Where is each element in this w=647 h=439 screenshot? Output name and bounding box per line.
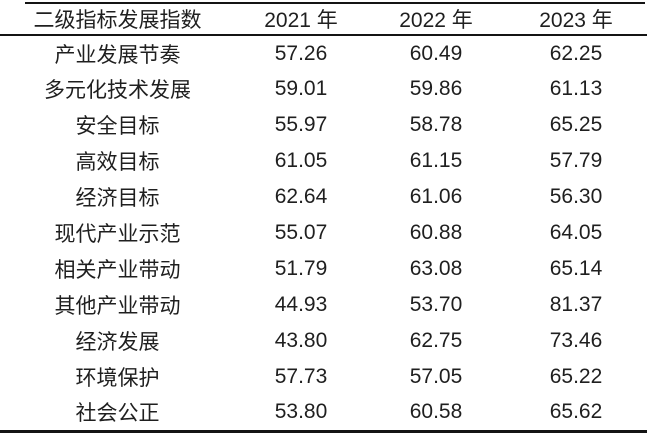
table-top-rule (25, 2, 645, 4)
value-cell: 73.46 (549, 329, 603, 352)
value-cell: 57.79 (549, 149, 603, 172)
value-cell: 59.01 (274, 77, 328, 100)
value-cell: 63.08 (409, 257, 463, 280)
year-column-header-2022: 2022 年 (367, 4, 505, 36)
value-cell: 57.26 (274, 41, 328, 65)
indicator-label-cell: 产业发展节奏 (54, 43, 181, 67)
indicator-label-cell: 多元化技术发展 (44, 79, 191, 102)
value-cell: 59.86 (409, 77, 463, 100)
table-row: 经济目标 62.64 61.06 56.30 (0, 179, 647, 215)
table-row: 产业发展节奏 57.26 60.49 62.25 (0, 35, 647, 71)
indicator-column-header: 二级指标发展指数 (0, 4, 235, 36)
value-cell: 65.25 (549, 113, 603, 136)
value-cell: 55.97 (274, 113, 328, 136)
table-row: 其他产业带动 44.93 53.70 81.37 (0, 287, 647, 323)
indicator-label-cell: 经济目标 (75, 187, 160, 210)
value-cell: 62.25 (549, 41, 603, 65)
indicator-data-table: 二级指标发展指数 2021 年 2022 年 2023 年 产业发展节奏 57.… (0, 4, 647, 433)
table-row: 现代产业示范 55.07 60.88 64.05 (0, 215, 647, 251)
table-row: 多元化技术发展 59.01 59.86 61.13 (0, 71, 647, 107)
value-cell: 60.88 (409, 221, 463, 244)
value-cell: 44.93 (274, 293, 328, 316)
indicator-label-cell: 相关产业带动 (54, 259, 181, 282)
table-row: 安全目标 55.97 58.78 65.25 (0, 107, 647, 143)
value-cell: 55.07 (274, 221, 328, 244)
year-column-header-2023: 2023 年 (505, 4, 647, 36)
value-cell: 53.80 (274, 400, 328, 424)
table-row: 相关产业带动 51.79 63.08 65.14 (0, 251, 647, 287)
value-cell: 60.49 (409, 41, 463, 65)
value-cell: 57.05 (409, 365, 463, 388)
table-row: 经济发展 43.80 62.75 73.46 (0, 323, 647, 359)
value-cell: 62.64 (274, 185, 328, 208)
indicator-label-cell: 高效目标 (75, 151, 160, 174)
value-cell: 81.37 (549, 293, 603, 316)
value-cell: 62.75 (409, 329, 463, 352)
value-cell: 53.70 (409, 293, 463, 316)
value-cell: 65.22 (549, 365, 603, 388)
value-cell: 64.05 (549, 221, 603, 244)
indicator-label-cell: 社会公正 (75, 402, 160, 426)
value-cell: 61.13 (549, 77, 603, 100)
value-cell: 61.05 (274, 149, 328, 172)
value-cell: 56.30 (549, 185, 603, 208)
table-row: 环境保护 57.73 57.05 65.22 (0, 359, 647, 395)
value-cell: 58.78 (409, 113, 463, 136)
table-row: 高效目标 61.05 61.15 57.79 (0, 143, 647, 179)
value-cell: 57.73 (274, 365, 328, 388)
indicator-label-cell: 现代产业示范 (54, 223, 181, 246)
indicator-label-cell: 环境保护 (75, 367, 160, 390)
value-cell: 61.06 (409, 185, 463, 208)
value-cell: 51.79 (274, 257, 328, 280)
value-cell: 60.58 (409, 400, 463, 424)
table-row: 社会公正 53.80 60.58 65.62 (0, 395, 647, 431)
value-cell: 61.15 (409, 149, 463, 172)
indicator-label-cell: 经济发展 (75, 331, 160, 354)
value-cell: 43.80 (274, 329, 328, 352)
header-row: 二级指标发展指数 2021 年 2022 年 2023 年 (0, 4, 647, 36)
indicator-label-cell: 安全目标 (75, 115, 160, 138)
value-cell: 65.62 (549, 400, 603, 424)
year-column-header-2021: 2021 年 (235, 4, 367, 36)
value-cell: 65.14 (549, 257, 603, 280)
indicator-label-cell: 其他产业带动 (54, 295, 181, 318)
